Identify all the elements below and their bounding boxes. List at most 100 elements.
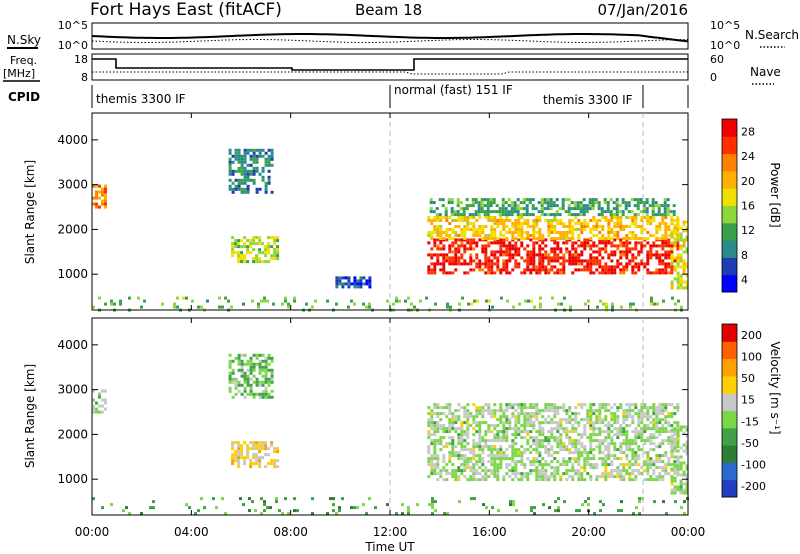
range-cell [532,415,536,419]
range-cell [562,409,566,413]
range-cell [246,383,250,387]
range-cell [457,439,461,443]
range-cell [577,454,581,458]
range-cell [622,418,626,422]
range-cell [563,500,566,504]
range-cell [676,223,680,227]
range-cell [451,451,455,455]
range-cell [532,250,536,254]
range-cell [679,232,683,236]
range-cell [427,219,431,222]
range-cell [673,433,677,437]
range-cell [610,454,614,458]
range-cell [565,421,569,425]
range-cell [664,225,668,228]
range-cell [430,256,434,260]
range-cell [237,181,241,185]
range-cell [628,250,632,254]
range-cell [664,463,668,467]
range-cell [264,444,268,448]
range-cell [676,238,680,242]
range-cell [520,256,524,260]
range-cell [435,207,439,211]
range-cell [436,430,440,434]
cpid-program-label: normal (fast) 151 IF [394,83,513,97]
range-cell [514,427,518,431]
range-cell [676,277,680,281]
range-cell [505,271,509,275]
range-cell [580,262,584,266]
range-cell [436,463,440,467]
range-cell [622,271,626,275]
range-cell [547,234,551,237]
range-cell [598,457,602,461]
range-cell [255,456,259,460]
colorbar-tick-label: 100 [741,350,762,363]
range-cell [502,241,506,245]
range-cell [577,268,581,272]
range-cell [577,244,581,248]
range-cell [607,472,611,476]
range-cell [565,478,569,482]
range-cell [565,436,569,440]
range-cell [682,223,686,227]
range-cell [573,207,577,211]
range-cell [477,201,481,205]
range-cell [472,418,476,422]
range-cell [604,454,608,458]
range-cell [622,253,626,257]
range-cell [484,271,488,275]
range-cell [652,442,656,446]
range-cell [636,204,640,208]
range-cell [246,184,250,188]
range-cell [580,475,584,479]
range-cell [481,406,485,410]
range-cell [580,442,584,446]
freq-right-tick-bottom: 0 [710,71,717,84]
range-cell [685,485,689,489]
range-cell [489,204,493,208]
range-cell [670,216,674,219]
range-cell [499,241,503,245]
range-cell [544,418,548,422]
range-cell [658,442,662,446]
range-cell [556,442,560,446]
range-cell [571,262,575,266]
range-cell [670,244,674,248]
range-cell [445,469,449,473]
range-cell [432,201,436,205]
range-cell [490,424,494,428]
range-cell [610,268,614,272]
range-cell [538,472,542,476]
range-cell [535,472,539,476]
range-cell [269,506,272,510]
range-cell [673,472,677,476]
range-cell [434,302,437,306]
range-cell [556,222,560,225]
range-cell [469,424,473,428]
range-cell [544,238,548,242]
range-cell [463,409,467,413]
range-cell [246,251,250,255]
range-cell [597,204,601,208]
range-cell [640,412,644,416]
range-cell [505,457,509,461]
range-cell [251,299,254,303]
range-cell [258,383,262,387]
range-cell [667,442,671,446]
range-cell [445,259,449,263]
range-cell [514,472,518,476]
range-cell [98,392,101,396]
range-cell [672,213,676,217]
range-cell [439,228,443,231]
range-cell [365,282,369,286]
range-cell [267,395,271,399]
range-cell [511,244,515,248]
range-cell [544,439,548,443]
range-cell [559,427,563,431]
range-cell [276,465,280,469]
range-cell [682,280,686,284]
range-cell [249,148,253,152]
range-cell [532,403,536,407]
range-cell [553,472,557,476]
